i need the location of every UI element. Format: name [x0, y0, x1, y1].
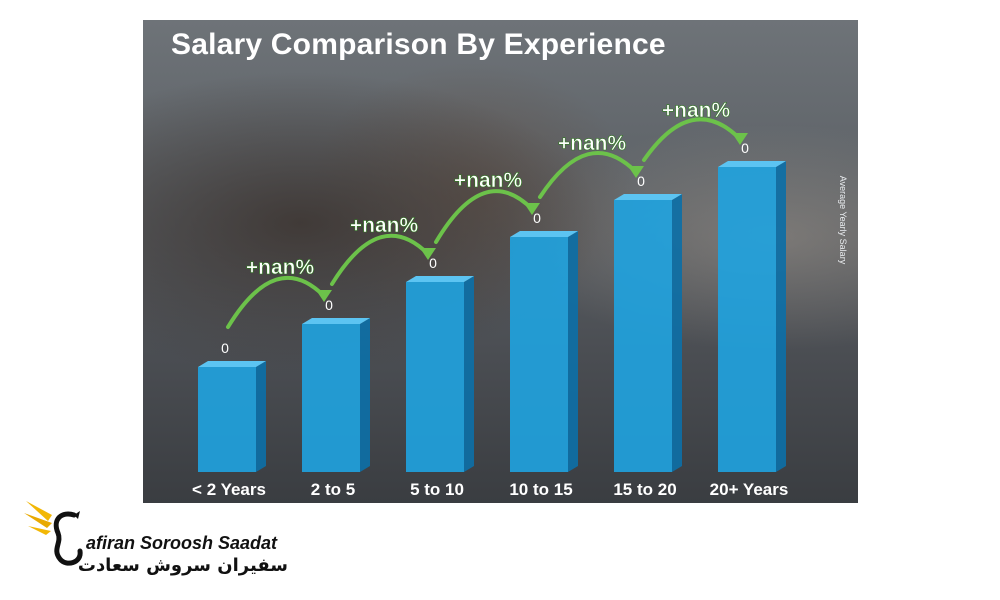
bar-side-face [568, 231, 578, 472]
x-tick-label: 15 to 20 [613, 480, 676, 499]
brand-name: afiran Soroosh Saadat [86, 533, 278, 553]
growth-arrow [226, 276, 326, 329]
x-tick-label: < 2 Years [192, 480, 266, 499]
growth-label: +nan% [662, 99, 731, 122]
bar-side-face [776, 161, 786, 472]
growth-arrow [538, 151, 638, 199]
data-label: 0 [637, 173, 645, 189]
x-tick-label: 2 to 5 [311, 480, 355, 499]
swan-wing-icon [24, 501, 83, 566]
bar [510, 237, 568, 472]
x-tick-label: 10 to 15 [509, 480, 572, 499]
x-tick-label: 5 to 10 [410, 480, 464, 499]
bar [406, 282, 464, 472]
bar-top-face [406, 276, 474, 282]
growth-arrow [642, 117, 742, 162]
bar-side-face [464, 276, 474, 472]
arrowhead-icon [628, 166, 644, 178]
bar-top-face [510, 231, 578, 237]
data-label: 0 [429, 255, 437, 271]
growth-label: +nan% [350, 214, 419, 237]
x-tick-label: 20+ Years [710, 480, 789, 499]
chart-panel: 0 < 2 Years 0 2 to 5 0 5 to 10 0 10 to 15 0 15 to… [143, 20, 858, 503]
data-label: 0 [325, 297, 333, 313]
growth-label: +nan% [246, 256, 315, 279]
bar [198, 367, 256, 472]
bar-top-face [198, 361, 266, 367]
bar-chart: 0 < 2 Years 0 2 to 5 0 5 to 10 0 10 to 15 0 15 to… [192, 99, 789, 499]
bar-side-face [256, 361, 266, 472]
arrowhead-icon [316, 290, 332, 302]
arrowhead-icon [420, 248, 436, 260]
bar [614, 200, 672, 472]
growth-arrow [434, 189, 534, 244]
bar-top-face [302, 318, 370, 324]
brand-name-persian: سفیران سروش سعادت [77, 555, 288, 576]
arrowhead-icon [732, 133, 748, 145]
data-label: 0 [741, 140, 749, 156]
arrowhead-icon [524, 203, 540, 215]
growth-label: +nan% [558, 132, 627, 155]
bar [718, 167, 776, 472]
growth-arrow [330, 233, 430, 286]
y-axis-label: Average Yearly Salary [838, 175, 848, 265]
data-label: 0 [221, 340, 229, 356]
bar-side-face [360, 318, 370, 472]
data-label: 0 [533, 210, 541, 226]
bar-top-face [718, 161, 786, 167]
bar-side-face [672, 194, 682, 472]
bar-top-face [614, 194, 682, 200]
brand-logo: afiran Soroosh Saadat سفیران سروش سعادت [22, 493, 302, 588]
bar [302, 324, 360, 472]
chart-title: Salary Comparison By Experience [171, 28, 666, 61]
growth-label: +nan% [454, 169, 523, 192]
